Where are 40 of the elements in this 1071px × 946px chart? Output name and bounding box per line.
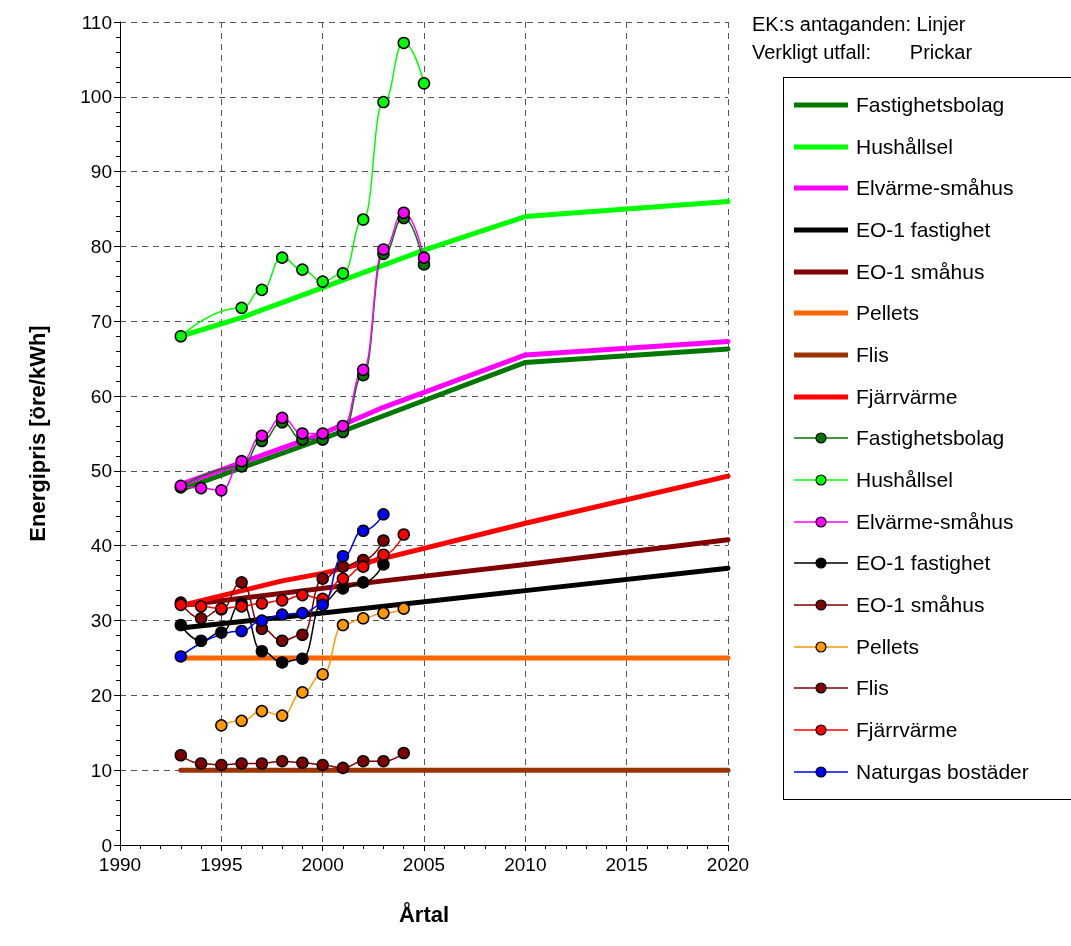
x-tick-label: 2015 bbox=[605, 854, 648, 875]
y-tick-label: 60 bbox=[90, 385, 112, 407]
y-tick-label: 20 bbox=[90, 684, 112, 706]
y-tick-label: 90 bbox=[90, 161, 112, 183]
x-tick-label: 2000 bbox=[301, 854, 344, 875]
legend-label: Fjärrvärme bbox=[856, 718, 958, 743]
x-tick-label: 2020 bbox=[706, 854, 750, 875]
y-tick-label: 80 bbox=[90, 235, 112, 257]
legend-label: Elvärme-småhus bbox=[856, 176, 1014, 201]
legend-label: EO-1 fastighet bbox=[856, 551, 991, 576]
y-axis-title: Energipris [öre/kWh] bbox=[24, 325, 50, 542]
y-tick-label: 0 bbox=[101, 834, 112, 856]
legend-label: Naturgas bostäder bbox=[856, 759, 1029, 784]
y-tick-label: 40 bbox=[90, 535, 112, 557]
x-axis-title: Årtal bbox=[398, 900, 450, 927]
y-tick-label: 70 bbox=[90, 310, 112, 332]
legend-label: Hushållsel bbox=[856, 134, 953, 159]
legend-label: Fjärrvärme bbox=[856, 384, 958, 409]
text: EK:s antaganden: Linjer bbox=[752, 13, 966, 35]
y-tick-label: 10 bbox=[90, 759, 112, 781]
legend-label: EO-1 fastighet bbox=[856, 217, 991, 242]
legend-label: Pellets bbox=[856, 634, 920, 659]
legend-label: Elvärme-småhus bbox=[856, 509, 1014, 534]
x-tick-label: 2005 bbox=[402, 854, 446, 875]
x-tick-label: 2010 bbox=[504, 854, 547, 875]
legend-label: Fastighetsbolag bbox=[856, 426, 1005, 451]
y-tick-label: 110 bbox=[81, 11, 112, 33]
legend-label: EO-1 småhus bbox=[856, 259, 985, 284]
legend-label: Pellets bbox=[856, 301, 920, 326]
legend-label: EO-1 småhus bbox=[856, 593, 985, 618]
text: Verkligt utfall: Prickar bbox=[752, 41, 973, 63]
y-tick-label: 100 bbox=[80, 86, 112, 108]
y-tick-label: 50 bbox=[90, 460, 112, 482]
legend-label: Hushållsel bbox=[856, 468, 953, 493]
x-tick-label: 1995 bbox=[200, 854, 243, 875]
legend-label: Flis bbox=[856, 676, 889, 701]
y-tick-label: 30 bbox=[90, 610, 112, 632]
x-tick-label: 1990 bbox=[98, 854, 142, 875]
legend-label: Fastighetsbolag bbox=[856, 92, 1005, 117]
legend-label: Flis bbox=[856, 342, 889, 367]
